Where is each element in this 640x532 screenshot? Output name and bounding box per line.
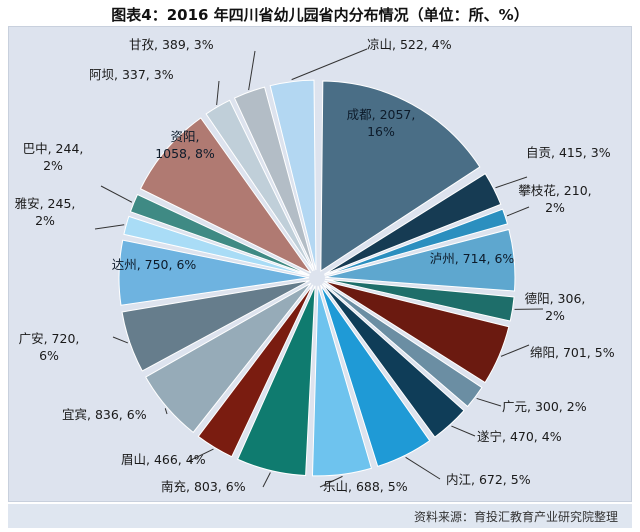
- leader-line-8: [451, 425, 476, 437]
- leader-line-13: [164, 408, 168, 415]
- leader-line-14: [112, 336, 129, 344]
- slice-label-14: 广安, 720, 6%: [19, 331, 80, 363]
- leader-line-20: [248, 50, 256, 91]
- slice-label-15: 达州, 750, 6%: [112, 257, 197, 272]
- slice-label-10: 乐山, 688, 5%: [323, 479, 408, 494]
- pie-slice-5: [324, 278, 515, 322]
- leader-line-19: [216, 80, 220, 106]
- chart-panel: 成都, 2057, 16% 自贡, 415, 3% 攀枝花, 210, 2% 泸州, 71…: [8, 26, 632, 502]
- slice-label-19: 阿坝, 337, 3%: [89, 67, 174, 82]
- leader-line-11: [262, 472, 271, 488]
- pie-slice-14: [121, 280, 310, 372]
- pie-slice-1: [320, 80, 481, 272]
- slice-label-3: 攀枝花, 210, 2%: [518, 183, 591, 215]
- slice-label-4: 泸州, 714, 6%: [430, 251, 515, 266]
- chart-title: 图表4：2016 年四川省幼儿园省内分布情况（单位：所、%）: [111, 6, 529, 24]
- slice-label-6: 绵阳, 701, 5%: [530, 345, 615, 360]
- pie-slice-6: [324, 280, 510, 384]
- pie-slice-9: [320, 284, 431, 467]
- pie-slice-19: [205, 99, 314, 272]
- leader-line-16: [94, 224, 125, 230]
- slice-label-16: 雅安, 245, 2%: [15, 196, 76, 228]
- leader-line-12: [188, 448, 214, 462]
- source-note: 资料来源：育投汇教育产业研究院整理: [413, 510, 618, 524]
- pie-slice-17: [129, 193, 310, 276]
- pie-slice-7: [323, 282, 483, 408]
- leader-line-7: [476, 397, 502, 407]
- pie-slice-8: [321, 283, 465, 438]
- source-bar: 资料来源：育投汇教育产业研究院整理: [8, 504, 632, 528]
- leader-line-6: [500, 344, 530, 357]
- slice-label-8: 遂宁, 470, 4%: [477, 429, 562, 444]
- slice-label-2: 自贡, 415, 3%: [526, 145, 611, 160]
- slice-label-21: 凉山, 522, 4%: [367, 37, 452, 52]
- pie-slice-12: [197, 284, 314, 458]
- leader-line-21: [291, 48, 368, 81]
- leader-line-2: [495, 176, 528, 189]
- leader-line-9: [405, 456, 441, 480]
- pie-slice-18: [139, 117, 312, 274]
- slice-label-18: 资阳, 1058, 8%: [155, 129, 215, 161]
- leader-line-3: [506, 206, 530, 217]
- slice-label-1: 成都, 2057, 16%: [347, 107, 416, 139]
- pie-slice-2: [323, 172, 502, 275]
- pie-slice-4: [324, 228, 516, 292]
- pie-slice-20: [233, 86, 315, 271]
- slice-label-5: 德阳, 306, 2%: [525, 291, 586, 323]
- slice-label-7: 广元, 300, 2%: [502, 399, 587, 414]
- pie-slice-21: [269, 79, 317, 271]
- pie-chart: 成都, 2057, 16% 自贡, 415, 3% 攀枝花, 210, 2% 泸州, 71…: [15, 37, 615, 494]
- pie-slice-10: [311, 285, 373, 477]
- pie-slice-11: [236, 285, 316, 477]
- pie-slice-16: [123, 215, 310, 277]
- pie-slice-13: [145, 282, 312, 434]
- pie-slice-3: [324, 208, 509, 276]
- slice-label-11: 南充, 803, 6%: [161, 479, 246, 494]
- slice-label-13: 宜宾, 836, 6%: [62, 407, 147, 422]
- slice-label-9: 内江, 672, 5%: [446, 472, 531, 487]
- slice-label-17: 巴中, 244, 2%: [23, 141, 84, 173]
- leader-line-17: [100, 185, 133, 203]
- pie-slice-15: [118, 239, 310, 306]
- leader-line-10: [319, 475, 343, 488]
- slice-label-20: 甘孜, 389, 3%: [129, 37, 214, 52]
- slice-label-12: 眉山, 466, 4%: [121, 452, 206, 467]
